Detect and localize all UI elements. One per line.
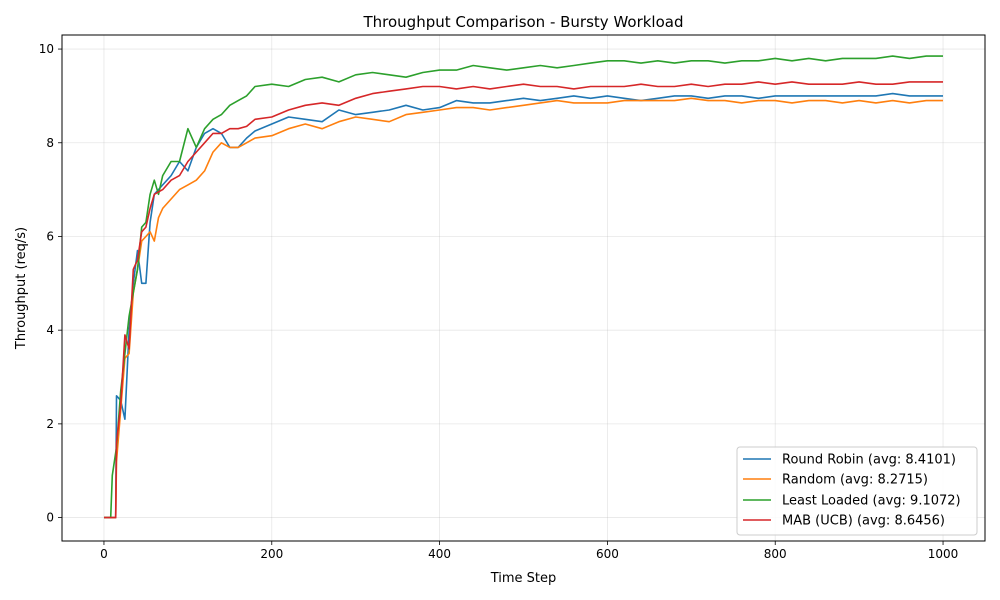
y-tick-label: 2 (46, 417, 54, 431)
legend-label-least-loaded: Least Loaded (avg: 9.1072) (782, 494, 961, 509)
y-tick-label: 10 (39, 42, 54, 56)
legend-label-mab-ucb: MAB (UCB) (avg: 8.6456) (782, 514, 945, 529)
x-tick-label: 600 (596, 547, 619, 561)
x-tick-label: 200 (260, 547, 283, 561)
legend-box (736, 446, 978, 536)
y-tick-label: 8 (46, 136, 54, 150)
y-tick-label: 6 (46, 229, 54, 243)
x-tick-label: 400 (428, 547, 451, 561)
legend-label-round-robin: Round Robin (avg: 8.4101) (782, 453, 956, 468)
plot-frame (61, 34, 986, 542)
series-line-mab-ucb (104, 81, 943, 519)
series-line-random (104, 97, 943, 519)
y-tick-label: 4 (46, 323, 54, 337)
x-tick-label: 1000 (928, 547, 959, 561)
series-lines (104, 55, 943, 519)
x-tick-label: 800 (764, 547, 787, 561)
y-axis-label: Throughput (req/s) (14, 227, 29, 350)
y-tick-label: 0 (46, 511, 54, 525)
legend: Round Robin (avg: 8.4101) Random (avg: 8… (736, 446, 978, 536)
x-axis-label: Time Step (490, 571, 557, 586)
series-line-least-loaded (104, 55, 943, 519)
legend-label-random: Random (avg: 8.2715) (782, 473, 928, 488)
x-tick-label: 0 (100, 547, 108, 561)
chart-title: Throughput Comparison - Bursty Workload (362, 13, 683, 31)
axis-ticks: 0 200 400 600 800 1000 0 2 4 6 8 10 (39, 42, 959, 561)
